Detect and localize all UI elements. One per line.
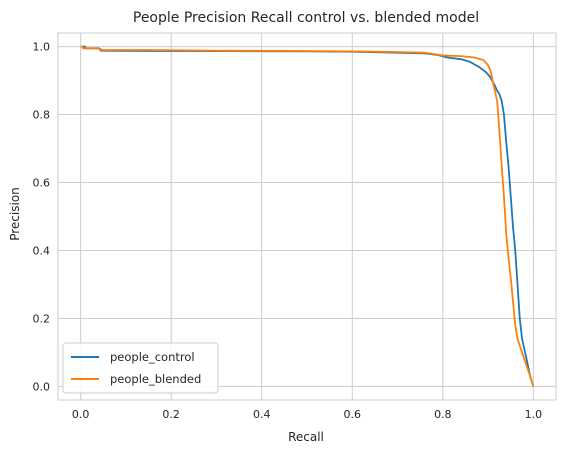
x-tick-label: 0.2: [162, 408, 180, 421]
y-tick-label: 0.0: [33, 380, 51, 393]
series-layer: [80, 45, 535, 387]
x-tick-labels: 0.0 0.2 0.4 0.6 0.8 1.0: [72, 408, 542, 421]
legend-label-control: people_control: [110, 350, 195, 364]
y-tick-label: 0.4: [33, 244, 51, 257]
y-tick-label: 1.0: [33, 41, 51, 54]
x-tick-label: 0.4: [253, 408, 271, 421]
x-tick-label: 1.0: [525, 408, 543, 421]
y-tick-labels: 0.0 0.2 0.4 0.6 0.8 1.0: [33, 41, 51, 394]
x-tick-label: 0.8: [434, 408, 452, 421]
plot-frame: [57, 32, 557, 401]
y-gridlines: [58, 46, 556, 387]
x-axis-label: Recall: [288, 430, 324, 444]
legend-box: [62, 342, 219, 394]
y-tick-label: 0.6: [33, 177, 51, 190]
y-tick-label: 0.2: [33, 312, 51, 325]
y-tick-label: 0.8: [33, 109, 51, 122]
x-tick-label: 0.6: [344, 408, 362, 421]
legend: people_control people_blended: [62, 342, 219, 394]
series-line-people-control: [80, 45, 535, 387]
chart-title: People Precision Recall control vs. blen…: [133, 10, 479, 26]
series-line-people-blended: [80, 45, 535, 387]
y-axis-label: Precision: [8, 187, 22, 241]
legend-label-blended: people_blended: [110, 372, 201, 386]
x-tick-label: 0.0: [72, 408, 90, 421]
x-gridlines: [80, 33, 534, 400]
